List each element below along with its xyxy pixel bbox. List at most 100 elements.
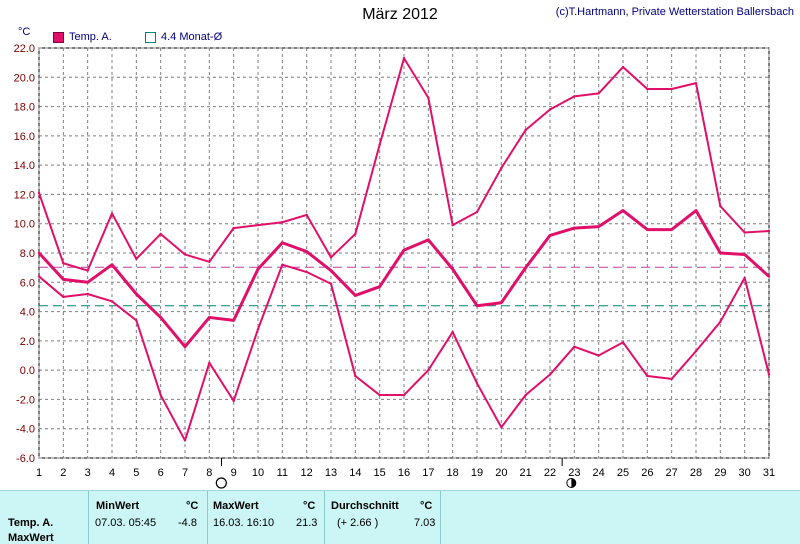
y-tick-label: 14.0 xyxy=(14,160,35,172)
data-point xyxy=(159,316,162,319)
data-point xyxy=(694,81,698,85)
data-point xyxy=(743,276,746,280)
min-unit: °C xyxy=(186,500,199,512)
data-point xyxy=(183,345,187,348)
x-tick-label: 19 xyxy=(471,467,483,479)
data-point xyxy=(427,238,430,242)
avg-header: Durchschnitt xyxy=(331,500,399,512)
data-point xyxy=(475,210,479,214)
y-tick-label: 10.0 xyxy=(14,219,35,231)
data-point xyxy=(86,269,89,272)
stats-divider xyxy=(324,491,325,544)
data-point xyxy=(719,204,722,208)
data-point xyxy=(62,262,65,265)
min-value: -4.8 xyxy=(178,517,197,529)
data-point xyxy=(621,65,625,69)
copyright-text: (c)T.Hartmann, Private Wetterstation Bal… xyxy=(555,6,794,18)
data-point xyxy=(281,221,284,224)
data-point xyxy=(548,373,552,376)
x-tick-label: 28 xyxy=(690,467,702,479)
data-point xyxy=(427,368,430,372)
y-tick-label: 2.0 xyxy=(20,336,35,348)
data-point xyxy=(743,231,746,234)
x-tick-label: 24 xyxy=(593,467,605,479)
stats-divider xyxy=(207,491,208,544)
data-point xyxy=(621,341,625,344)
data-point xyxy=(451,330,454,334)
data-point xyxy=(62,295,65,299)
x-tick-label: 30 xyxy=(739,467,751,479)
data-point xyxy=(256,327,260,331)
data-point xyxy=(573,95,576,98)
data-point xyxy=(305,270,308,274)
x-tick-label: 16 xyxy=(398,467,410,479)
data-point xyxy=(427,96,430,99)
data-point xyxy=(548,234,552,237)
data-point xyxy=(135,292,138,296)
data-point xyxy=(281,241,284,244)
chart: -6.0 -4.0 -2.0 0.0 2.0 4.0 6.0 8.0 10.0 12.0 14.0 1… xyxy=(14,43,775,489)
data-point xyxy=(402,248,406,252)
data-point xyxy=(451,267,454,271)
data-point xyxy=(621,209,625,212)
avg-value: 7.03 xyxy=(414,517,436,529)
data-point xyxy=(159,393,162,397)
moon-shade xyxy=(571,478,576,488)
data-point xyxy=(719,320,722,324)
data-point xyxy=(767,229,771,233)
data-point xyxy=(646,228,649,231)
data-point xyxy=(694,349,698,353)
data-point xyxy=(524,393,527,397)
x-tick-label: 15 xyxy=(374,467,386,479)
data-point xyxy=(475,382,479,385)
data-point xyxy=(159,232,162,236)
y-tick-label: 22.0 xyxy=(14,43,35,55)
data-point xyxy=(646,374,649,378)
data-point xyxy=(597,225,600,228)
y-tick-label: 20.0 xyxy=(14,72,35,84)
x-tick-label: 14 xyxy=(349,467,361,479)
new-moon-icon xyxy=(215,477,227,489)
x-tick-label: 12 xyxy=(301,467,313,479)
data-point xyxy=(183,439,187,442)
y-tick-label: 8.0 xyxy=(20,248,35,260)
chart-title: März 2012 xyxy=(362,6,438,23)
legend-mean: 4.4 Monat-Ø xyxy=(145,31,222,43)
data-point xyxy=(354,374,357,378)
data-point xyxy=(110,263,114,266)
data-point xyxy=(475,304,479,307)
data-point xyxy=(500,301,503,304)
y-tick-label: -2.0 xyxy=(16,394,35,406)
legend-temp-label: Temp. A. xyxy=(69,31,112,43)
stats-divider xyxy=(440,491,441,544)
stats-panel: MinWert °C MaxWert °C Durchschnitt °C Te… xyxy=(0,490,800,544)
data-point xyxy=(670,228,673,231)
data-point xyxy=(500,166,503,170)
x-tick-label: 18 xyxy=(447,467,459,479)
x-tick-label: 6 xyxy=(158,467,164,479)
x-tick-label: 20 xyxy=(495,467,507,479)
stats-divider xyxy=(88,491,89,544)
y-tick-label: 18.0 xyxy=(14,102,35,114)
x-tick-label: 4 xyxy=(109,467,115,479)
x-tick-label: 26 xyxy=(641,467,653,479)
data-point xyxy=(135,257,138,261)
y-tick-label: -4.0 xyxy=(16,424,35,436)
data-point xyxy=(281,263,284,266)
legend-mean-label: 4.4 Monat-Ø xyxy=(161,31,223,43)
avg-diff: (+ 2.66 ) xyxy=(337,517,379,529)
data-point xyxy=(232,226,235,230)
data-point xyxy=(86,292,89,296)
x-tick-label: 23 xyxy=(568,467,580,479)
data-point xyxy=(110,300,114,303)
x-tick-label: 25 xyxy=(617,467,629,479)
y-tick-label: 16.0 xyxy=(14,131,35,143)
data-point xyxy=(524,266,527,269)
data-point xyxy=(646,87,649,91)
data-point xyxy=(767,275,771,278)
data-point xyxy=(378,393,381,397)
data-point xyxy=(573,226,576,230)
data-point xyxy=(402,393,406,397)
x-tick-label: 31 xyxy=(763,467,775,479)
y-tick-label: 6.0 xyxy=(20,277,35,289)
